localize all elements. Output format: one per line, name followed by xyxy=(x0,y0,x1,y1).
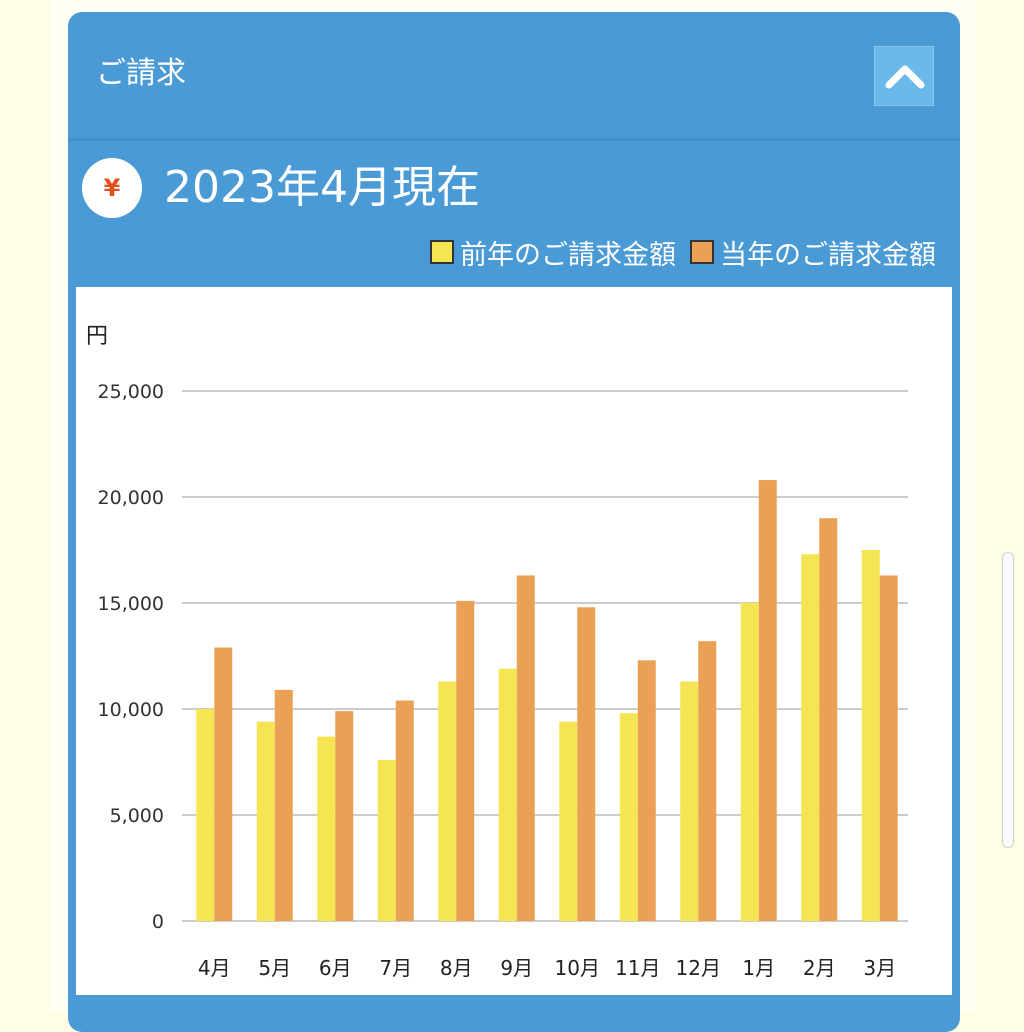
x-tick-label: 5月 xyxy=(258,956,291,980)
card-header: ご請求 xyxy=(68,12,960,141)
bar-current-year xyxy=(879,575,898,921)
y-tick-label: 15,000 xyxy=(98,593,164,615)
y-tick-label: 20,000 xyxy=(98,487,164,509)
chart-panel: 円 0 5,000 10,000 15,000 20,000 25,000 4月 5月 6月 7月 8… xyxy=(76,287,952,995)
bar-previous-year xyxy=(801,554,820,921)
legend-swatch-previous-year xyxy=(430,240,454,264)
yen-symbol: ¥ xyxy=(103,174,121,202)
collapse-button[interactable] xyxy=(874,46,934,106)
legend-label-current-year: 当年のご請求金額 xyxy=(720,239,936,271)
y-axis-unit-label: 円 xyxy=(86,324,108,349)
bar-previous-year xyxy=(740,603,759,921)
bar-current-year xyxy=(274,689,293,921)
bar-current-year xyxy=(637,660,656,921)
x-tick-label: 9月 xyxy=(500,956,533,980)
x-tick-label: 10月 xyxy=(555,956,600,980)
bar-current-year xyxy=(214,647,233,921)
bar-current-year xyxy=(758,480,777,921)
x-tick-label: 4月 xyxy=(198,956,231,980)
legend-label-previous-year: 前年のご請求金額 xyxy=(460,239,676,271)
x-tick-label: 8月 xyxy=(440,956,473,980)
x-tick-label: 1月 xyxy=(742,956,775,980)
bar-current-year xyxy=(698,641,717,921)
x-tick-label: 11月 xyxy=(615,956,660,980)
bar-current-year xyxy=(819,518,838,921)
bar-current-year xyxy=(577,607,596,921)
x-tick-label: 7月 xyxy=(379,956,412,980)
header-title: ご請求 xyxy=(96,56,186,91)
as-of-date: 2023年4月現在 xyxy=(164,162,480,213)
bar-previous-year xyxy=(196,709,215,921)
bar-previous-year xyxy=(861,550,880,921)
chart-legend: 前年のご請求金額 当年のご請求金額 xyxy=(430,232,936,272)
bar-current-year xyxy=(335,711,354,921)
y-tick-label: 5,000 xyxy=(110,805,164,827)
y-tick-label: 25,000 xyxy=(98,381,164,403)
x-tick-label: 12月 xyxy=(676,956,721,980)
bar-previous-year xyxy=(680,681,699,921)
page-scrollbar[interactable] xyxy=(1002,552,1014,848)
x-tick-label: 2月 xyxy=(803,956,836,980)
bar-previous-year xyxy=(438,681,457,921)
y-tick-label: 0 xyxy=(152,911,164,933)
legend-item-previous-year: 前年のご請求金額 xyxy=(430,233,676,272)
bar-previous-year xyxy=(619,713,638,921)
bar-previous-year xyxy=(317,736,336,921)
bar-current-year xyxy=(395,700,414,921)
bar-previous-year xyxy=(256,721,275,921)
x-tick-label: 6月 xyxy=(319,956,352,980)
bar-current-year xyxy=(516,575,535,921)
yen-icon: ¥ xyxy=(82,158,142,218)
y-tick-label: 10,000 xyxy=(98,699,164,721)
bar-previous-year xyxy=(377,759,396,921)
bar-chart: 円 0 5,000 10,000 15,000 20,000 25,000 4月 5月 6月 7月 8… xyxy=(86,324,908,980)
legend-item-current-year: 当年のご請求金額 xyxy=(690,233,936,272)
legend-swatch-current-year xyxy=(690,240,714,264)
chevron-up-icon xyxy=(885,65,925,89)
bar-current-year xyxy=(456,600,475,921)
bar-previous-year xyxy=(498,668,517,921)
billing-card: ご請求 ¥ 2023年4月現在 前年のご請求金額 当年のご請求金額 円 0 5,00… xyxy=(68,12,960,1032)
bar-previous-year xyxy=(559,721,578,921)
x-tick-label: 3月 xyxy=(863,956,896,980)
